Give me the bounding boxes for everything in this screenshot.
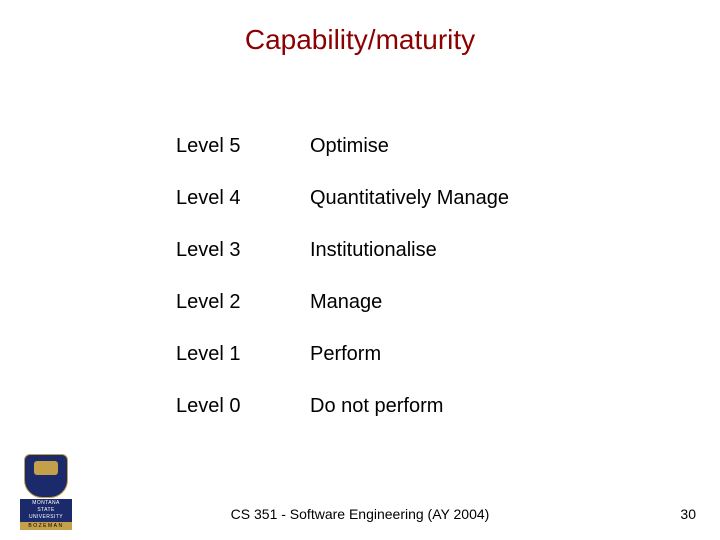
level-label: Level 5 [176, 135, 310, 158]
level-description: Manage [310, 291, 382, 314]
level-description: Quantitatively Manage [310, 187, 509, 210]
slide: Capability/maturity Level 5 Optimise Lev… [0, 0, 720, 540]
level-label: Level 3 [176, 239, 310, 262]
logo-city: BOZEMAN [20, 522, 72, 530]
level-description: Optimise [310, 135, 389, 158]
table-row: Level 4 Quantitatively Manage [176, 172, 509, 224]
levels-table: Level 5 Optimise Level 4 Quantitatively … [176, 120, 509, 432]
slide-title: Capability/maturity [0, 24, 720, 56]
level-label: Level 1 [176, 343, 310, 366]
table-row: Level 3 Institutionalise [176, 224, 509, 276]
level-label: Level 4 [176, 187, 310, 210]
level-label: Level 0 [176, 395, 310, 418]
level-label: Level 2 [176, 291, 310, 314]
footer-text: CS 351 - Software Engineering (AY 2004) [0, 506, 720, 522]
level-description: Institutionalise [310, 239, 437, 262]
level-description: Do not perform [310, 395, 443, 418]
table-row: Level 5 Optimise [176, 120, 509, 172]
table-row: Level 2 Manage [176, 276, 509, 328]
level-description: Perform [310, 343, 381, 366]
page-number: 30 [680, 506, 696, 522]
table-row: Level 1 Perform [176, 328, 509, 380]
table-row: Level 0 Do not perform [176, 380, 509, 432]
